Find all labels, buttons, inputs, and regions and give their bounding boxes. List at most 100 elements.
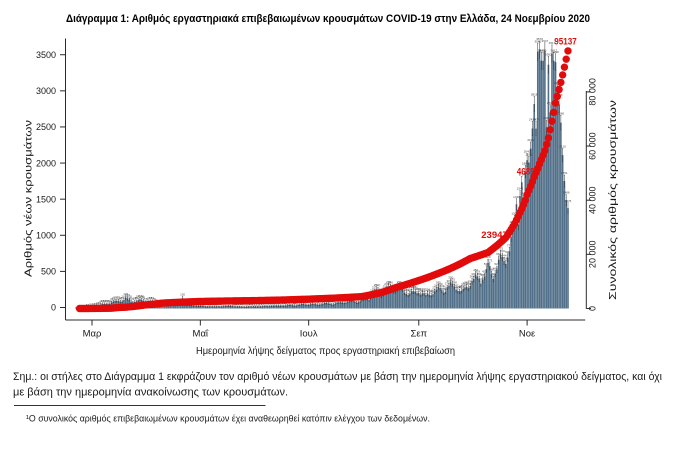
svg-text:2005: 2005 [526, 152, 533, 156]
svg-text:1751: 1751 [561, 171, 568, 175]
svg-text:76: 76 [145, 297, 149, 301]
svg-text:265: 265 [384, 282, 389, 286]
svg-text:0: 0 [588, 306, 598, 311]
svg-text:Σημ.: οι στήλες στο Διάγραμμα: Σημ.: οι στήλες στο Διάγραμμα 1 εκφράζου… [13, 371, 663, 383]
svg-text:364: 364 [470, 275, 475, 279]
svg-text:173: 173 [423, 289, 428, 293]
svg-text:1542: 1542 [517, 187, 524, 191]
svg-text:204: 204 [441, 287, 446, 291]
svg-text:Συνολικός αριθμός κρουσμάτων: Συνολικός αριθμός κρουσμάτων [608, 100, 619, 300]
svg-text:186: 186 [404, 288, 409, 292]
svg-text:691: 691 [505, 250, 510, 254]
svg-text:70: 70 [110, 297, 114, 301]
svg-text:180: 180 [370, 289, 375, 293]
svg-text:1207: 1207 [511, 211, 518, 215]
svg-text:103: 103 [136, 295, 141, 299]
svg-text:2000: 2000 [36, 158, 56, 168]
svg-text:80 000: 80 000 [588, 78, 598, 106]
svg-text:3570: 3570 [536, 37, 543, 41]
svg-text:Νοε: Νοε [519, 329, 536, 340]
svg-text:Μαρ: Μαρ [83, 329, 102, 340]
svg-text:268: 268 [466, 282, 471, 286]
svg-text:232: 232 [382, 285, 387, 289]
svg-text:15: 15 [94, 302, 98, 306]
svg-text:85: 85 [135, 296, 139, 300]
svg-text:228: 228 [411, 285, 416, 289]
svg-text:9: 9 [89, 303, 91, 307]
svg-text:50: 50 [103, 299, 107, 303]
svg-text:Σεπ: Σεπ [410, 329, 427, 340]
svg-text:777: 777 [507, 244, 512, 248]
svg-text:13: 13 [92, 302, 96, 306]
svg-text:385: 385 [480, 273, 485, 277]
svg-text:176: 176 [427, 289, 432, 293]
svg-text:429: 429 [475, 270, 480, 274]
svg-text:229: 229 [455, 285, 460, 289]
svg-text:288: 288 [452, 280, 457, 284]
svg-text:78: 78 [133, 297, 137, 301]
svg-text:460: 460 [489, 267, 494, 271]
svg-text:223: 223 [432, 285, 437, 289]
svg-text:92: 92 [113, 296, 117, 300]
svg-text:194: 194 [407, 288, 412, 292]
svg-text:Μαΐ: Μαΐ [193, 329, 209, 340]
svg-text:247: 247 [375, 284, 380, 288]
svg-text:286: 286 [388, 281, 393, 285]
svg-text:11: 11 [257, 302, 260, 306]
svg-text:86: 86 [149, 296, 153, 300]
svg-text:303: 303 [446, 279, 451, 283]
svg-text:Ιουλ: Ιουλ [300, 329, 318, 340]
svg-text:197: 197 [422, 287, 427, 291]
svg-text:269: 269 [438, 282, 443, 286]
svg-text:197: 197 [420, 287, 425, 291]
svg-text:2110: 2110 [559, 145, 566, 149]
svg-text:126: 126 [125, 293, 130, 297]
svg-text:2500: 2500 [36, 122, 56, 132]
svg-text:285: 285 [436, 281, 441, 285]
svg-text:220: 220 [413, 286, 418, 290]
svg-text:260: 260 [461, 283, 466, 287]
svg-text:1430: 1430 [513, 195, 520, 199]
svg-text:232: 232 [459, 285, 464, 289]
svg-text:80: 80 [119, 297, 123, 301]
svg-text:87: 87 [151, 296, 155, 300]
svg-text:573: 573 [487, 259, 492, 263]
svg-text:136: 136 [123, 292, 128, 296]
svg-text:2818: 2818 [531, 92, 538, 96]
svg-text:194: 194 [425, 288, 430, 292]
svg-text:253: 253 [374, 283, 379, 287]
svg-text:23947: 23947 [481, 230, 508, 240]
svg-text:500: 500 [41, 267, 56, 277]
svg-text:604: 604 [503, 256, 508, 260]
svg-text:11: 11 [252, 302, 255, 306]
svg-text:3517: 3517 [549, 41, 556, 45]
svg-text:3547: 3547 [542, 39, 549, 43]
svg-text:429: 429 [482, 270, 487, 274]
svg-text:224: 224 [409, 285, 414, 289]
svg-text:63: 63 [154, 298, 158, 302]
svg-text:108: 108 [127, 294, 132, 298]
svg-text:3362: 3362 [545, 52, 552, 56]
svg-text:220: 220 [443, 286, 448, 290]
svg-text:200: 200 [416, 287, 421, 291]
svg-text:3541: 3541 [534, 39, 541, 43]
svg-text:83: 83 [112, 296, 116, 300]
svg-text:77: 77 [147, 297, 151, 301]
svg-text:332: 332 [478, 277, 483, 281]
svg-text:468: 468 [493, 267, 498, 271]
svg-text:81: 81 [129, 297, 133, 301]
svg-text:396: 396 [471, 272, 476, 276]
svg-text:60 000: 60 000 [588, 132, 598, 160]
svg-text:2040: 2040 [524, 150, 531, 154]
svg-text:49: 49 [105, 299, 109, 303]
svg-text:292: 292 [386, 280, 391, 284]
svg-text:3000: 3000 [36, 86, 56, 96]
svg-text:Διάγραμμα 1: Αριθμός εργαστηρι: Διάγραμμα 1: Αριθμός εργαστηριακά επιβεβ… [66, 13, 590, 25]
svg-text:199: 199 [414, 287, 419, 291]
svg-text:183: 183 [430, 288, 435, 292]
svg-text:3416: 3416 [540, 49, 547, 53]
svg-text:3500: 3500 [36, 50, 56, 60]
svg-text:2477: 2477 [533, 118, 540, 122]
svg-text:10: 10 [247, 302, 251, 306]
svg-text:287: 287 [464, 280, 469, 284]
